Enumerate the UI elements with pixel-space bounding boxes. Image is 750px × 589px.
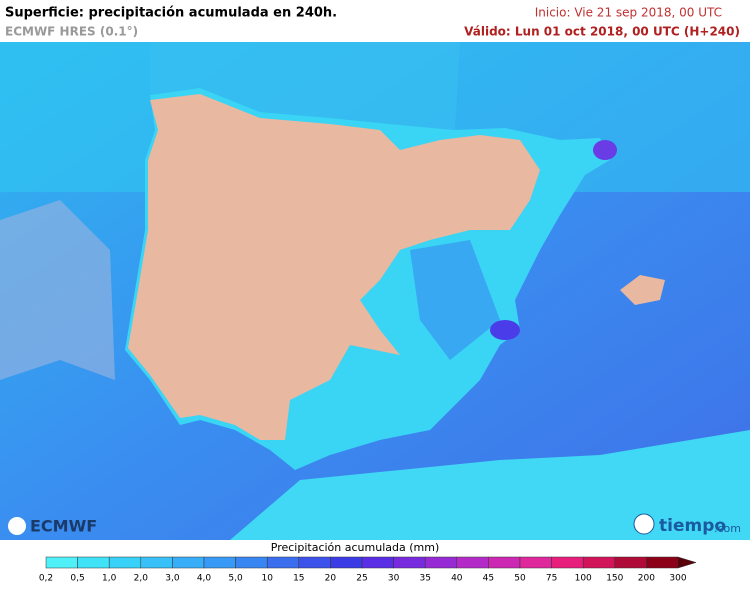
- logo-icon: [633, 513, 655, 535]
- precip-core: [490, 320, 520, 340]
- colorbar-label: 4,0: [197, 574, 212, 584]
- colorbar-label: 200: [638, 574, 655, 584]
- colorbar-swatch: [330, 556, 363, 569]
- colorbar-label: 5,0: [228, 574, 243, 584]
- colorbar-swatch: [551, 556, 584, 569]
- colorbar-label: 20: [325, 574, 337, 584]
- mallorca: [620, 275, 665, 305]
- colorbar-swatch: [235, 556, 268, 569]
- colorbar-label: 0,2: [39, 574, 53, 584]
- colorbar-label: 45: [483, 574, 494, 584]
- colorbar-swatch: [614, 556, 647, 569]
- precip-core: [593, 140, 617, 160]
- colorbar-swatch: [45, 556, 78, 569]
- colorbar-label: 15: [293, 574, 304, 584]
- colorbar: 0,2 0,5 1,0 2,0 3,0 4,0 5,0 10 15 20 25 30 35 40 45 50 7…: [39, 556, 697, 584]
- map: [0, 40, 750, 540]
- colorbar-label: 75: [546, 574, 557, 584]
- colorbar-swatch: [456, 556, 489, 569]
- precip-east: [410, 240, 500, 360]
- colorbar-swatch: [298, 556, 331, 569]
- colorbar-swatch: [77, 556, 110, 569]
- colorbar-swatch: [424, 556, 458, 569]
- colorbar-swatch: [582, 556, 616, 569]
- colorbar-swatch: [519, 556, 552, 569]
- colorbar-swatch: [361, 556, 394, 569]
- logo-text: tiempo: [659, 516, 726, 536]
- logo-suffix: .com: [714, 522, 741, 535]
- colorbar-swatch: [172, 556, 205, 569]
- france: [150, 40, 460, 130]
- colorbar-label: 30: [388, 574, 400, 584]
- colorbar-label: 40: [451, 574, 463, 584]
- colorbar-label: 50: [514, 574, 526, 584]
- colorbar-label: 2,0: [134, 574, 149, 584]
- dry-land: [128, 94, 540, 440]
- colorbar-label: 1,0: [102, 574, 117, 584]
- logo-right: tiempo .com: [633, 513, 741, 536]
- dry-sea: [0, 200, 115, 380]
- colorbar-swatch: [140, 556, 173, 569]
- header-bg: [0, 0, 750, 42]
- colorbar-label: 0,5: [70, 574, 84, 584]
- logo-icon: [8, 517, 26, 535]
- colorbar-label: 150: [606, 574, 623, 584]
- model: ECMWF HRES (0.1°): [5, 25, 138, 39]
- colorbar-swatch: [393, 556, 426, 569]
- colorbar-label: 300: [669, 574, 686, 584]
- title: Superficie: precipitación acumulada en 2…: [5, 6, 337, 21]
- africa: [230, 430, 750, 540]
- colorbar-swatch: [108, 556, 142, 569]
- logo-text: ECMWF: [30, 517, 97, 536]
- colorbar-swatch: [203, 556, 236, 569]
- colorbar-swatch: [266, 556, 300, 569]
- colorbar-label: 100: [575, 574, 592, 584]
- colorbar-label: 10: [261, 574, 273, 584]
- valid: Válido: Lun 01 oct 2018, 00 UTC (H+240): [464, 25, 740, 39]
- colorbar-label: 3,0: [165, 574, 180, 584]
- colorbar-swatch: [488, 556, 521, 569]
- colorbar-title: Precipitación acumulada (mm): [271, 541, 439, 554]
- init: Inicio: Vie 21 sep 2018, 00 UTC: [535, 6, 722, 20]
- colorbar-label: 25: [356, 574, 367, 584]
- colorbar-label: 35: [419, 574, 430, 584]
- colorbar-arrow: [677, 556, 697, 569]
- colorbar-swatch: [646, 556, 679, 569]
- logo-left: ECMWF: [8, 517, 97, 536]
